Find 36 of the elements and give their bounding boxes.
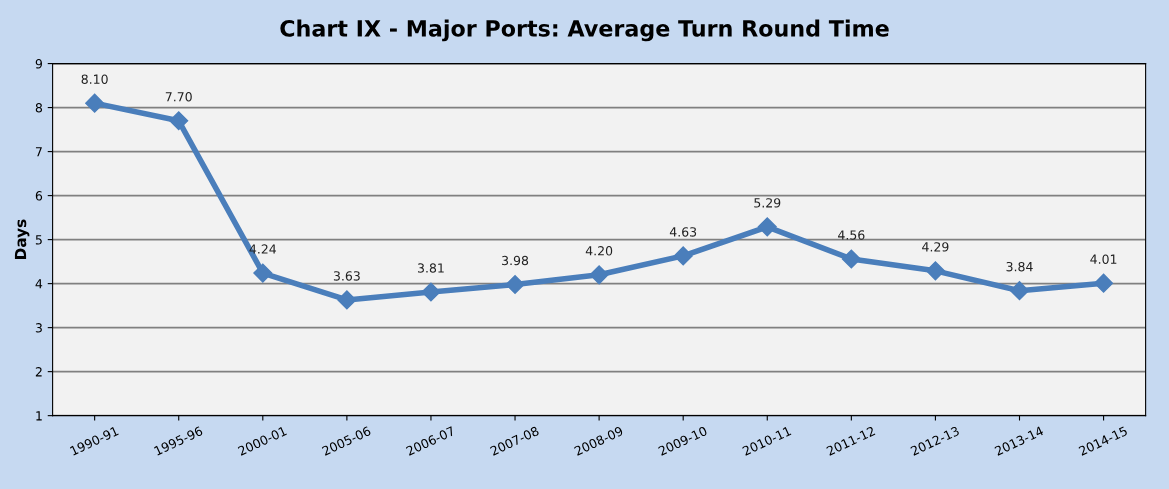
point [85, 93, 105, 113]
y-tick-label: 3 [35, 323, 42, 333]
data-label: 4.01 [1090, 254, 1117, 264]
point [1094, 273, 1114, 293]
chart-title: Chart IX - Major Ports: Average Turn Round Time [280, 19, 889, 42]
data-label: 8.10 [81, 74, 108, 84]
data-label: 7.70 [165, 92, 192, 102]
data-label: 4.63 [669, 227, 697, 237]
y-axis-title: Days [14, 219, 30, 259]
y-tick-label: 8 [35, 103, 43, 113]
point [925, 261, 945, 281]
data-label: 4.29 [922, 242, 949, 252]
data-label: 3.98 [502, 255, 529, 266]
point [589, 265, 609, 285]
point [169, 111, 189, 131]
point [673, 246, 693, 266]
point [1009, 281, 1030, 301]
point [253, 263, 273, 283]
y-tick-label: 6 [35, 191, 43, 201]
y-tick-label: 7 [35, 147, 42, 157]
point [841, 249, 861, 269]
y-tick-label: 4 [35, 279, 43, 289]
point [337, 290, 357, 310]
point [757, 217, 777, 237]
y-tick-label: 1 [36, 411, 42, 421]
y-tick-label: 9 [35, 59, 42, 69]
point [505, 274, 525, 295]
data-label: 3.63 [333, 271, 360, 281]
data-label: 3.84 [1006, 261, 1033, 272]
point [421, 282, 441, 302]
y-tick-label: 2 [35, 367, 42, 377]
data-label: 5.29 [754, 198, 781, 208]
data-label: 4.56 [838, 230, 865, 240]
y-tick-label: 5 [35, 235, 42, 245]
data-label: 3.81 [417, 263, 444, 273]
data-label: 4.20 [585, 246, 613, 256]
